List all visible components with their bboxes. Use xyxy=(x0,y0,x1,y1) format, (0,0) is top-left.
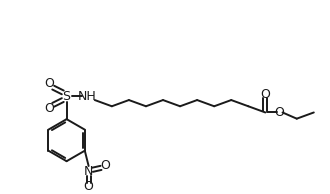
Text: O: O xyxy=(45,77,54,90)
Text: O: O xyxy=(100,159,110,172)
Text: NH: NH xyxy=(78,90,97,103)
Text: O: O xyxy=(260,88,270,101)
Text: O: O xyxy=(275,106,284,119)
Text: O: O xyxy=(84,180,94,193)
Text: O: O xyxy=(45,102,54,115)
Text: N: N xyxy=(84,165,93,178)
Text: S: S xyxy=(63,90,71,103)
